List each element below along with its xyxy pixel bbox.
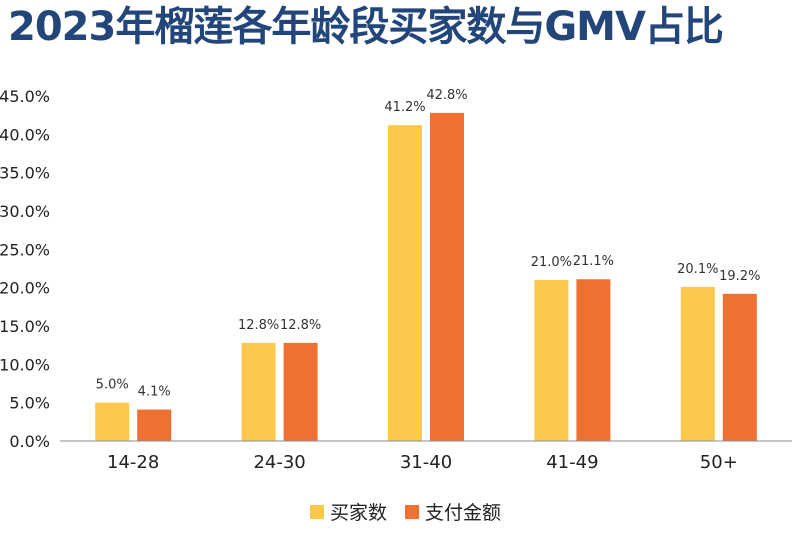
legend-swatch bbox=[310, 505, 324, 519]
legend-swatch bbox=[405, 505, 419, 519]
bar bbox=[722, 293, 757, 441]
bar bbox=[430, 112, 464, 441]
chart-title: 2023年榴莲各年龄段买家数与GMV占比 bbox=[8, 4, 724, 50]
y-tick-label: 10.0% bbox=[0, 355, 50, 374]
data-label: 19.2% bbox=[719, 269, 760, 284]
y-tick-label: 20.0% bbox=[0, 279, 50, 298]
data-labels: 5.0% 4.1% 12.8% 12.8% 41.2%42.8% 21.0% 21.1% 20… bbox=[96, 88, 761, 400]
x-tick-label: 31-40 bbox=[400, 452, 452, 473]
bar bbox=[534, 280, 569, 441]
y-tick-label: 0.0% bbox=[9, 432, 50, 451]
y-tick-label: 25.0% bbox=[0, 240, 50, 259]
legend-label: 买家数 bbox=[330, 502, 387, 524]
x-tick-label: 41-49 bbox=[546, 452, 598, 473]
data-label: 12.8% bbox=[238, 318, 279, 333]
data-label: 42.8% bbox=[426, 88, 467, 103]
y-axis-ticks: 0.0% 5.0% 10.0% 15.0% 20.0% 25.0% 30.0% 35.0% 40… bbox=[0, 87, 50, 451]
bar bbox=[680, 286, 715, 441]
bars bbox=[95, 112, 757, 441]
data-label: 20.1% bbox=[677, 262, 718, 277]
x-tick-label: 14-28 bbox=[107, 452, 159, 473]
bar bbox=[137, 409, 172, 441]
y-tick-label: 15.0% bbox=[0, 317, 50, 336]
y-tick-label: 45.0% bbox=[0, 87, 50, 106]
data-label: 41.2% bbox=[384, 100, 425, 115]
data-label: 4.1% bbox=[138, 385, 171, 400]
x-tick-label: 50+ bbox=[700, 452, 738, 473]
legend: 买家数 支付金额 bbox=[310, 502, 501, 524]
y-tick-label: 5.0% bbox=[9, 394, 50, 413]
bar bbox=[95, 402, 130, 441]
bar bbox=[388, 125, 422, 441]
data-label: 21.0% bbox=[531, 255, 572, 270]
x-axis-labels: 14-28 24-30 31-40 41-49 50+ bbox=[107, 452, 738, 473]
data-label: 12.8% bbox=[280, 318, 321, 333]
data-label: 5.0% bbox=[96, 378, 129, 393]
x-tick-label: 24-30 bbox=[253, 452, 305, 473]
legend-label: 支付金额 bbox=[425, 502, 501, 524]
bar bbox=[576, 279, 611, 441]
bar bbox=[241, 342, 276, 441]
y-tick-label: 40.0% bbox=[0, 125, 50, 144]
y-tick-label: 30.0% bbox=[0, 202, 50, 221]
data-label: 21.1% bbox=[573, 254, 614, 269]
bar bbox=[283, 342, 318, 441]
y-tick-label: 35.0% bbox=[0, 164, 50, 183]
